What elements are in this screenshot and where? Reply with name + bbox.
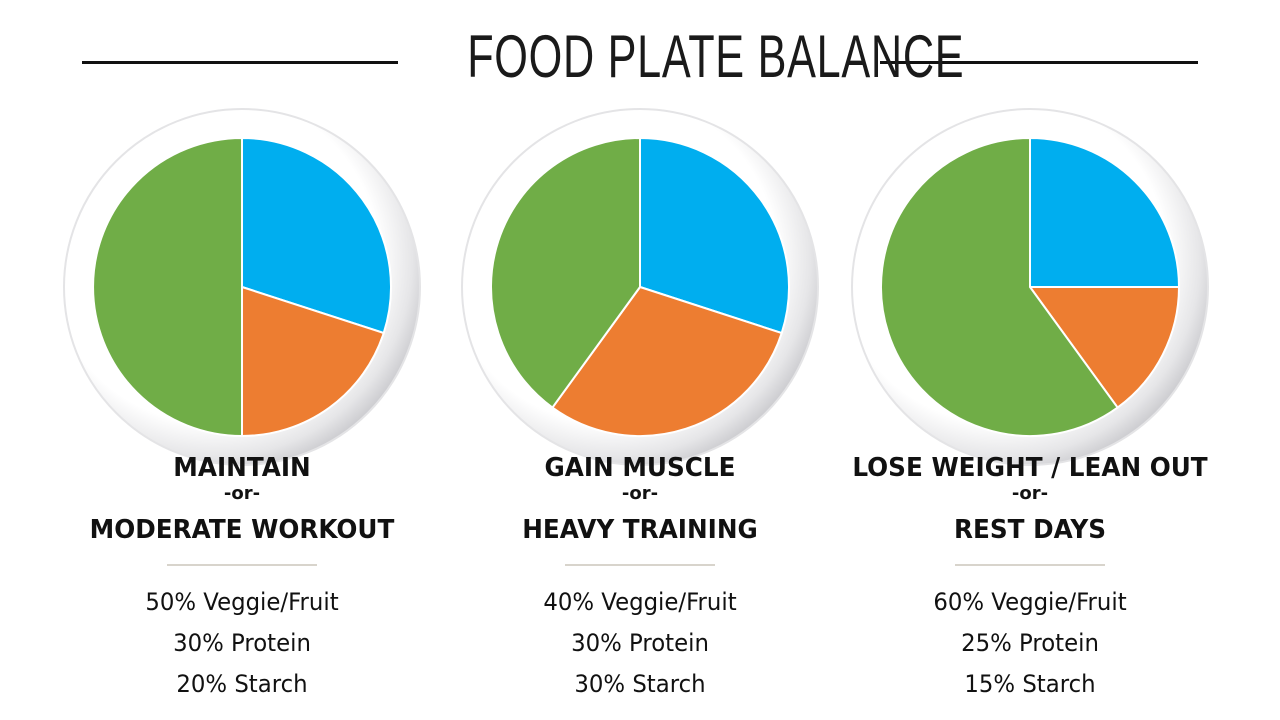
caption-or: -or- (223, 483, 261, 504)
slice-label: 30% Starch (574, 670, 706, 698)
caption-heading: MAINTAIN (173, 453, 311, 483)
pie-slice-veggie-fruit (880, 136, 1119, 437)
caption-or: -or- (1011, 483, 1049, 504)
slice-label: 50% Veggie/Fruit (145, 588, 339, 616)
plate-caption-gain-muscle: GAIN MUSCLE -or- HEAVY TRAINING 40% Vegg… (440, 452, 840, 705)
pie-slice-starch (241, 285, 385, 438)
plate-caption-lose-weight: LOSE WEIGHT / LEAN OUT -or- REST DAYS 60… (830, 452, 1230, 705)
slice-label: 60% Veggie/Fruit (933, 588, 1127, 616)
slice-label: 15% Starch (964, 670, 1096, 698)
divider (955, 564, 1105, 566)
title-rule-left (82, 61, 398, 64)
caption-heading-alt: HEAVY TRAINING (522, 515, 758, 545)
caption-heading-alt: REST DAYS (953, 515, 1107, 545)
caption-heading: GAIN MUSCLE (544, 453, 736, 483)
caption-or: -or- (621, 483, 659, 504)
pie-slice-protein (639, 136, 790, 335)
divider (167, 564, 317, 566)
slice-label: 25% Protein (961, 629, 1099, 657)
pie-slice-veggie-fruit (490, 136, 641, 409)
slice-label: 30% Protein (571, 629, 709, 657)
caption-heading: LOSE WEIGHT / LEAN OUT (852, 453, 1208, 483)
title-rule-right (880, 61, 1198, 64)
plate-caption-maintain: MAINTAIN -or- MODERATE WORKOUT 50% Veggi… (42, 452, 442, 705)
divider (565, 564, 715, 566)
slice-label: 30% Protein (173, 629, 311, 657)
pie-slice-starch (551, 285, 783, 437)
caption-heading-alt: MODERATE WORKOUT (89, 515, 395, 545)
pie-slice-starch (1028, 286, 1181, 409)
pie-slice-protein (1029, 136, 1181, 288)
pie-slice-veggie-fruit (92, 136, 243, 438)
pie-slice-protein (241, 136, 392, 335)
slice-label: 20% Starch (176, 670, 308, 698)
slice-label: 40% Veggie/Fruit (543, 588, 737, 616)
